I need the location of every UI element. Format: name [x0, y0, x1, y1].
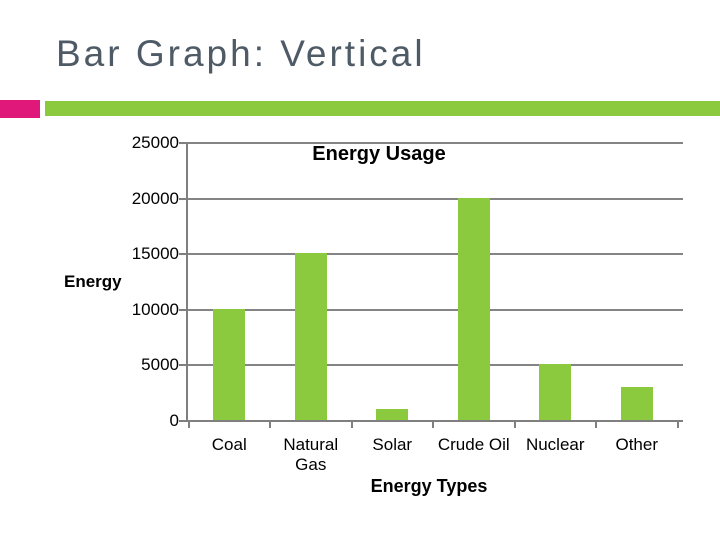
- gridline-10000: [187, 308, 683, 311]
- gridline-25000: [187, 142, 683, 144]
- x-category-label-natural-gas: Natural Gas: [283, 435, 339, 474]
- y-axis-label: 5000: [141, 355, 179, 375]
- x-category-label-crude-oil: Crude Oil: [437, 435, 510, 454]
- y-axis-tick: [179, 142, 187, 144]
- bar-nuclear: [539, 364, 572, 420]
- accent-pink-block: [0, 100, 40, 118]
- y-axis-tick: [179, 420, 187, 422]
- y-axis-label: 10000: [131, 299, 179, 319]
- slide-title: Bar Graph: Vertical: [56, 33, 426, 74]
- y-axis-label: 0: [169, 411, 179, 430]
- bar-coal: [213, 309, 246, 420]
- gridline-20000: [187, 197, 683, 200]
- y-axis-label: 25000: [131, 133, 179, 152]
- x-axis-tick: [432, 422, 434, 428]
- x-category-label-nuclear: Nuclear: [525, 435, 585, 454]
- x-axis-tick: [269, 422, 271, 428]
- y-axis-label: 20000: [131, 188, 179, 208]
- y-axis-line: [186, 143, 188, 421]
- y-axis-label: 15000: [131, 244, 179, 264]
- y-axis-tick: [179, 308, 187, 311]
- x-category-label-other: Other: [615, 435, 659, 454]
- bar-natural-gas: [294, 253, 327, 420]
- x-category-label-coal: Coal: [211, 435, 247, 454]
- y-axis-tick: [179, 364, 187, 367]
- accent-green-bar: [45, 101, 720, 116]
- x-axis-line: [186, 420, 683, 422]
- x-category-label-solar: Solar: [372, 435, 413, 454]
- y-axis-title: Energy: [64, 272, 122, 291]
- x-axis-title: Energy Types: [370, 476, 488, 496]
- x-axis-tick: [513, 422, 516, 428]
- bar-solar: [376, 409, 409, 420]
- chart-title: Energy Usage: [312, 143, 446, 165]
- x-axis-tick: [350, 422, 353, 428]
- y-axis-tick: [179, 253, 187, 256]
- bar-other: [620, 387, 653, 420]
- x-axis-tick: [187, 422, 190, 428]
- bar-crude-oil: [457, 198, 490, 420]
- x-axis-tick: [595, 422, 597, 428]
- gridline-5000: [187, 364, 683, 367]
- gridline-15000: [187, 253, 683, 256]
- x-axis-tick: [676, 422, 679, 428]
- y-axis-tick: [179, 197, 187, 200]
